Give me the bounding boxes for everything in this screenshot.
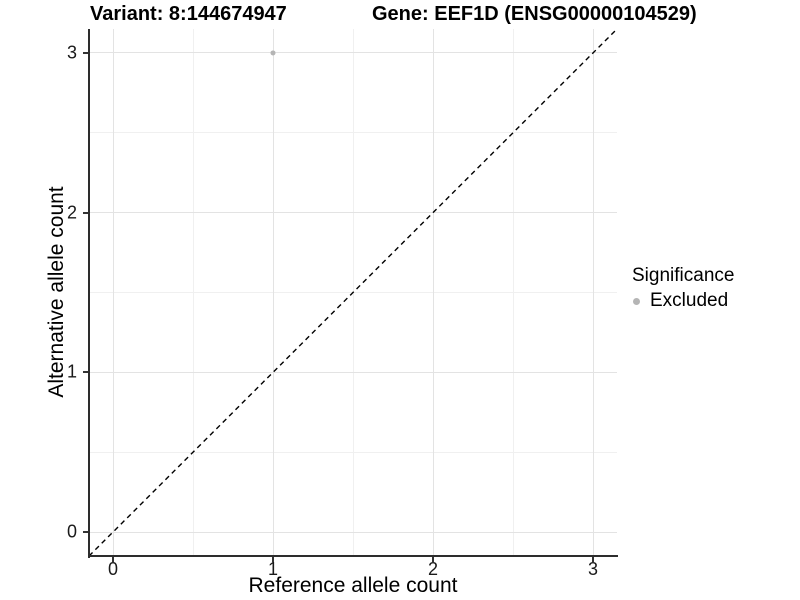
plot-panel xyxy=(89,29,617,556)
gridline-major-horizontal xyxy=(89,212,617,214)
gridline-major-horizontal xyxy=(89,531,617,533)
y-tick-mark xyxy=(83,51,88,54)
y-tick-mark xyxy=(83,371,88,374)
x-tick-label: 0 xyxy=(107,559,119,579)
legend-title: Significance xyxy=(632,265,735,286)
x-tick-mark xyxy=(272,557,274,562)
gridline-major-vertical xyxy=(112,29,114,556)
y-axis-title: Alternative allele count xyxy=(45,186,68,398)
plot-draw-area xyxy=(89,29,617,556)
legend-items: Excluded xyxy=(629,290,734,312)
x-tick-mark xyxy=(112,557,114,562)
legend-item: Excluded xyxy=(629,290,734,312)
x-tick-label: 1 xyxy=(267,559,279,579)
y-tick-mark xyxy=(83,211,88,214)
plot-title-variant: Variant: 8:144674947 xyxy=(90,3,287,25)
y-tick-mark xyxy=(83,531,88,534)
x-tick-label: 3 xyxy=(587,559,599,579)
y-tick-label: 3 xyxy=(66,42,77,63)
legend: Significance Excluded xyxy=(629,265,734,312)
x-tick-mark xyxy=(432,557,434,562)
y-tick-label: 2 xyxy=(66,202,77,223)
y-tick-label: 0 xyxy=(66,521,77,542)
gridline-major-vertical xyxy=(432,29,434,556)
gridline-minor-horizontal xyxy=(89,451,617,453)
legend-item-label: Excluded xyxy=(650,290,729,311)
y-tick-label: 1 xyxy=(66,361,77,382)
gridline-minor-horizontal xyxy=(89,132,617,134)
y-axis-line xyxy=(88,29,90,558)
x-axis-line xyxy=(88,555,618,557)
gridline-major-horizontal xyxy=(89,52,617,54)
gridline-major-horizontal xyxy=(89,371,617,373)
plot-title-gene: Gene: EEF1D (ENSG00000104529) xyxy=(372,3,697,25)
x-tick-label: 2 xyxy=(427,559,439,579)
legend-dot-icon xyxy=(633,297,640,305)
data-point xyxy=(270,50,276,56)
identity-line xyxy=(89,29,617,556)
x-axis-title: Reference allele count xyxy=(248,574,458,597)
gridline-major-vertical xyxy=(272,29,274,556)
x-tick-mark xyxy=(592,557,594,562)
gridline-major-vertical xyxy=(592,29,594,556)
